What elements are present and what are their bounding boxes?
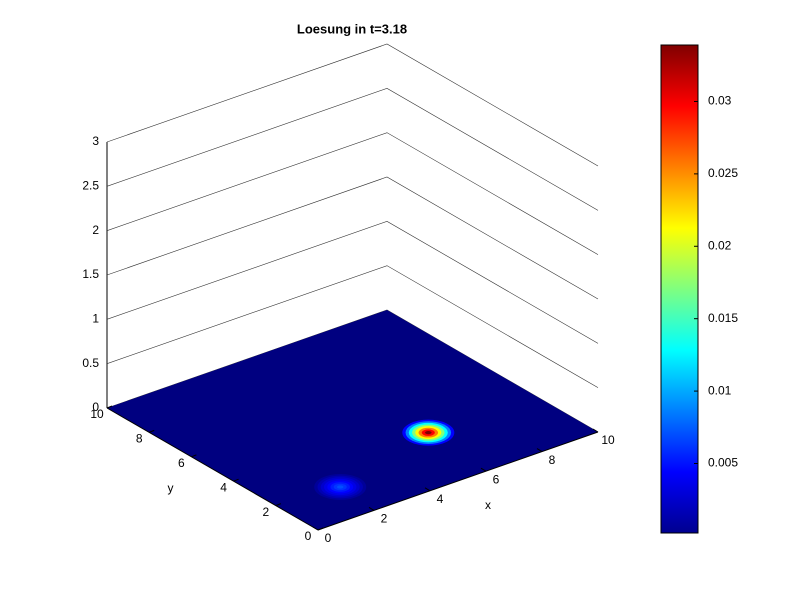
x-tick [424,487,431,492]
x-tick [480,467,487,472]
peak-ring [425,431,432,435]
colorbar-tick-label: 0.02 [708,238,732,252]
peak [314,473,367,500]
z-tick-label: 0.5 [82,356,99,370]
y-tick-label: 2 [262,505,269,519]
x-tick-label: 8 [549,453,556,467]
surface-floor [107,310,598,530]
x-tick-label: 6 [493,472,500,486]
colorbar-tick-label: 0.015 [708,311,738,325]
x-tick-label: 0 [325,531,332,545]
grid-line [106,43,599,167]
z-tick-label: 2.5 [82,179,99,193]
x-tick-label: 2 [381,512,388,526]
peak-ring [336,485,344,489]
grid-line [106,221,599,344]
x-tick-label: 10 [601,433,615,447]
x-tick [592,428,599,433]
y-tick [275,503,281,507]
z-tick-label: 1.5 [82,267,99,281]
y-tick [191,454,197,458]
y-tick-label: 10 [90,407,104,421]
x-tick [536,448,543,453]
colorbar-tick-label: 0.005 [708,456,738,470]
y-tick [106,405,113,409]
peak [402,419,455,446]
y-axis-label: y [168,481,174,495]
y-tick-label: 6 [178,456,185,470]
grid-line [106,265,599,388]
y-tick [317,527,324,531]
z-tick-label: 3 [92,134,99,148]
y-tick [233,478,239,482]
colorbar [660,44,699,534]
z-tick-label: 1 [92,312,99,326]
x-axis-label: x [485,498,491,512]
y-tick-label: 8 [136,432,143,446]
y-axis [106,407,319,531]
grid-line [106,176,599,300]
grid-line [106,88,599,211]
y-tick [149,429,155,433]
x-tick-label: 4 [437,492,444,506]
y-tick-label: 0 [305,529,312,543]
grid-line [106,132,599,255]
colorbar-tick-label: 0.025 [708,166,738,180]
x-tick [312,526,319,531]
z-tick-label: 2 [92,223,99,237]
y-tick-label: 4 [220,480,227,494]
z-tick-label: 0 [92,400,99,414]
colorbar-tick-label: 0.03 [708,94,732,108]
x-tick [368,506,375,511]
x-axis [317,431,599,531]
chart-title: Loesung in t=3.18 [297,21,407,36]
colorbar-tick-label: 0.01 [708,383,732,397]
